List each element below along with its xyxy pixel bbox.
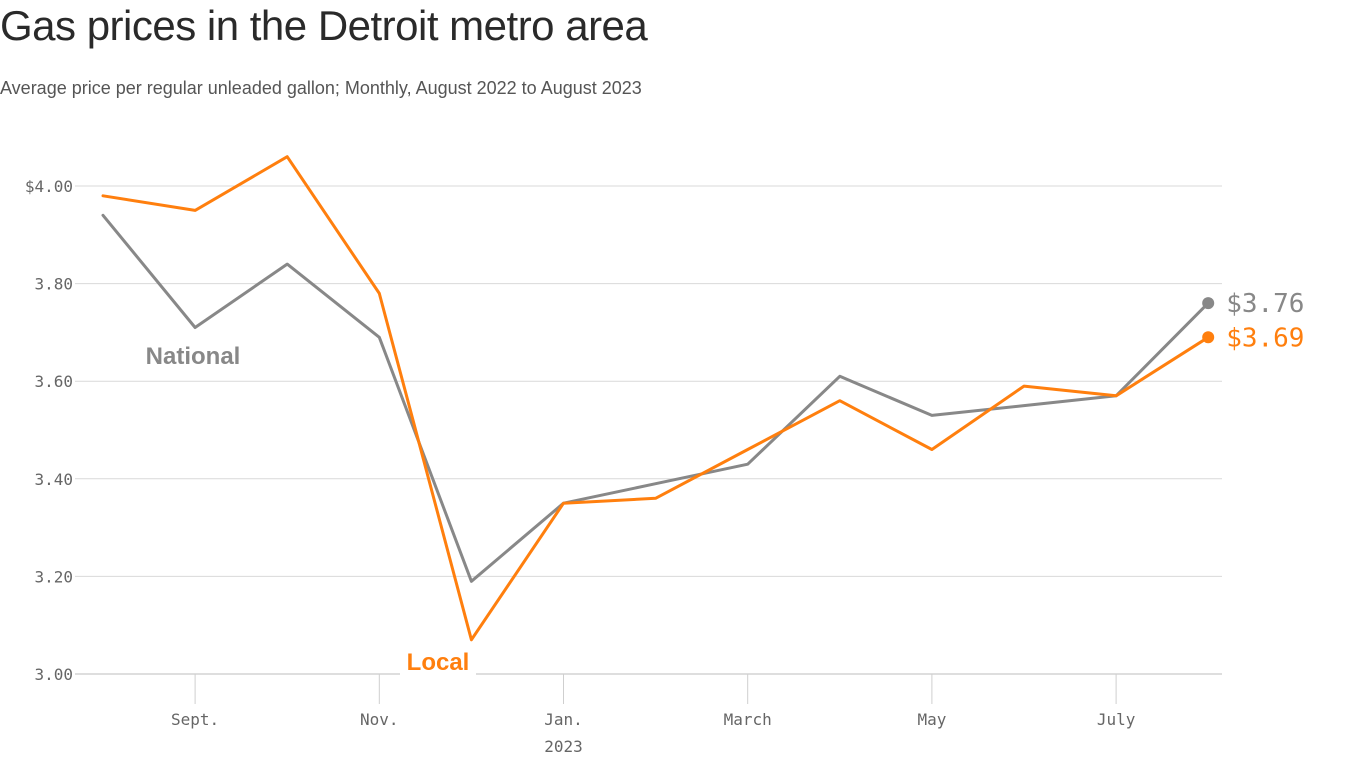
gridlines — [75, 185, 1222, 675]
x-tick-label: March — [724, 710, 772, 729]
y-tick-label: 3.00 — [34, 665, 73, 684]
y-axis: $4.00 3.80 3.60 3.40 3.20 3.00 — [25, 177, 73, 684]
x-tick-label: Nov. — [360, 710, 399, 729]
chart-subtitle: Average price per regular unleaded gallo… — [0, 78, 642, 98]
series-name-label-local: Local — [407, 649, 470, 676]
y-tick-label: 3.20 — [34, 567, 73, 586]
end-point-local — [1202, 331, 1215, 344]
series-name-label-national: National — [146, 343, 241, 370]
end-point-national — [1202, 297, 1215, 310]
y-tick-label: 3.60 — [34, 372, 73, 391]
label-background — [400, 646, 476, 676]
y-tick-label: 3.40 — [34, 470, 73, 489]
y-tick-label: 3.80 — [34, 275, 73, 294]
series-line-national — [101, 213, 1210, 583]
chart-title: Gas prices in the Detroit metro area — [0, 2, 648, 49]
x-tick-label: May — [917, 710, 946, 729]
x-tick-year-label: 2023 — [544, 737, 583, 756]
x-tick-label: Sept. — [171, 710, 219, 729]
series-line-local — [101, 155, 1210, 642]
x-axis: Sept. Nov. Jan. 2023 March May July — [171, 674, 1136, 756]
series-labels: $3.76 $3.69 National Local — [146, 289, 1304, 676]
end-value-label-local: $3.69 — [1226, 323, 1304, 353]
y-tick-label: $4.00 — [25, 177, 73, 196]
series-lines — [101, 155, 1210, 642]
end-value-label-national: $3.76 — [1226, 289, 1304, 319]
x-tick-label: Jan. — [544, 710, 583, 729]
x-tick-label: July — [1097, 710, 1136, 729]
